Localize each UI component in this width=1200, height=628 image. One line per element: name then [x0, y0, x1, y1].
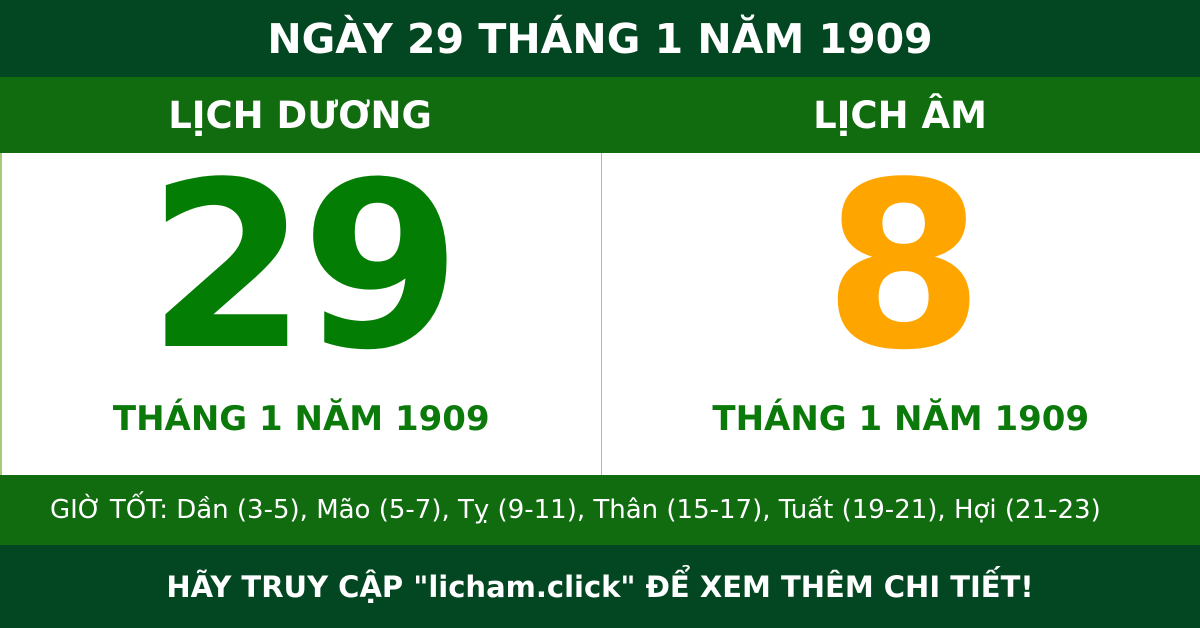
- lunar-panel: 8 THÁNG 1 NĂM 1909: [602, 153, 1200, 475]
- solar-day: 29: [147, 134, 461, 401]
- calendar-headers: LỊCH DƯƠNG LỊCH ÂM: [0, 77, 1200, 153]
- page-title: NGÀY 29 THÁNG 1 NĂM 1909: [0, 0, 1200, 77]
- solar-header: LỊCH DƯƠNG: [168, 93, 432, 137]
- lunar-day: 8: [823, 134, 984, 401]
- solar-month-year: THÁNG 1 NĂM 1909: [112, 399, 490, 439]
- solar-panel: 29 THÁNG 1 NĂM 1909: [2, 153, 602, 475]
- good-hours: GIỜ TỐT: Dần (3-5), Mão (5-7), Tỵ (9-11)…: [0, 475, 1200, 545]
- footer-cta: HÃY TRUY CẬP "licham.click" ĐỂ XEM THÊM …: [0, 545, 1200, 628]
- lunar-header: LỊCH ÂM: [813, 93, 987, 137]
- calendar-body: 29 THÁNG 1 NĂM 1909 8 THÁNG 1 NĂM 1909: [0, 153, 1200, 475]
- lunar-month-year: THÁNG 1 NĂM 1909: [712, 399, 1090, 439]
